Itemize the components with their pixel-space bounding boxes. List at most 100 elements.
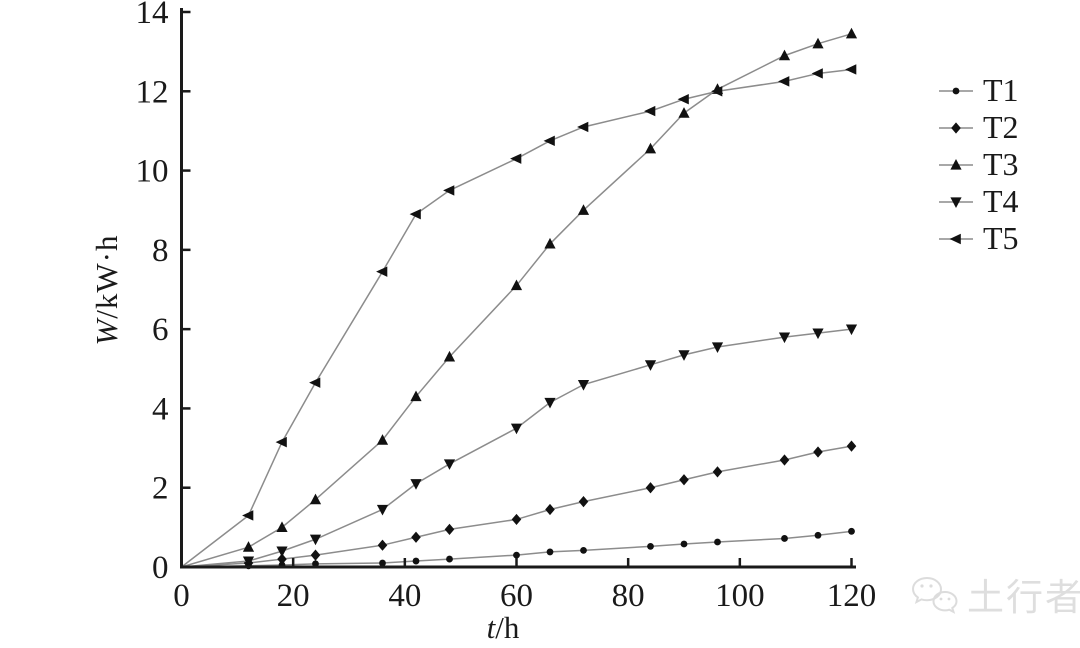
- y-tick-label: 4: [152, 391, 169, 427]
- data-point: [446, 555, 453, 563]
- data-point: [444, 523, 455, 535]
- data-point: [781, 535, 788, 542]
- data-point: [678, 107, 690, 118]
- data-point: [546, 548, 554, 556]
- data-point: [544, 397, 556, 409]
- data-point: [510, 423, 523, 435]
- data-point: [379, 559, 386, 567]
- data-point: [577, 380, 590, 391]
- data-point: [242, 541, 255, 552]
- data-point: [949, 233, 961, 244]
- data-point: [276, 546, 288, 558]
- data-point: [510, 153, 522, 164]
- x-tick-label: 100: [715, 578, 765, 614]
- legend-label: T2: [983, 109, 1019, 145]
- y-axis-title-unit: /kW·h: [89, 234, 124, 319]
- series-line: [181, 33, 852, 568]
- y-tick-label: 0: [152, 550, 169, 586]
- data-point: [845, 64, 857, 75]
- data-point: [644, 360, 657, 371]
- data-point: [410, 479, 422, 490]
- data-point: [952, 87, 960, 94]
- t3-marker-icon: [939, 158, 973, 170]
- data-point: [677, 94, 689, 105]
- data-point: [377, 539, 388, 551]
- series-t3: [181, 27, 858, 568]
- t5-marker-icon: [939, 233, 973, 244]
- t4-marker-icon: [939, 196, 973, 208]
- data-point: [812, 328, 824, 340]
- data-point: [545, 503, 555, 516]
- data-point: [513, 551, 520, 559]
- data-point: [812, 37, 824, 49]
- data-point: [813, 446, 823, 458]
- data-point: [647, 542, 654, 550]
- y-tick-label: 8: [152, 233, 169, 269]
- t1-marker-icon: [939, 87, 973, 94]
- data-point: [645, 482, 656, 494]
- x-tick-label: 0: [173, 578, 190, 614]
- data-point: [848, 527, 855, 535]
- data-point: [242, 510, 254, 521]
- data-point: [712, 466, 723, 478]
- data-point: [778, 332, 791, 344]
- data-point: [814, 531, 822, 539]
- data-point: [309, 377, 321, 388]
- legend-item-t3: T3: [938, 148, 1019, 181]
- y-tick-label: 14: [136, 0, 169, 31]
- series-t1: [181, 527, 855, 570]
- series-line: [181, 328, 852, 568]
- data-point: [711, 342, 724, 353]
- data-point: [411, 531, 421, 543]
- x-axis-title: t/h: [487, 610, 520, 646]
- data-point: [544, 237, 556, 249]
- series-line: [181, 68, 852, 568]
- data-point: [276, 521, 288, 532]
- data-point: [310, 549, 321, 561]
- data-point: [846, 440, 857, 452]
- data-point: [678, 350, 690, 361]
- data-point: [309, 493, 322, 505]
- data-point: [412, 557, 420, 565]
- data-point: [680, 540, 688, 548]
- series-t4: [181, 324, 858, 568]
- x-tick-label: 80: [612, 578, 645, 614]
- data-point: [578, 495, 589, 508]
- data-point: [679, 474, 689, 486]
- legend-item-t4: T4: [938, 185, 1019, 218]
- data-point: [577, 204, 590, 215]
- legend: T1 T2 T3 T4 T5: [938, 74, 1019, 255]
- data-point: [711, 86, 723, 97]
- series-line: [181, 530, 852, 568]
- data-point: [443, 350, 456, 362]
- data-point: [376, 266, 388, 277]
- legend-label: T3: [983, 146, 1019, 182]
- x-tick-label: 20: [277, 578, 310, 614]
- y-tick-label: 12: [136, 74, 169, 110]
- y-tick-label: 6: [152, 312, 169, 348]
- data-point: [275, 436, 287, 448]
- x-tick-label: 40: [388, 578, 421, 614]
- data-point: [277, 553, 287, 565]
- x-axis-title-unit: /h: [495, 610, 520, 645]
- data-point: [950, 158, 962, 170]
- series-line: [181, 445, 852, 568]
- axes: 0 20 40 60 80 100 120 0 2 4 6 8 10 12 14: [136, 0, 877, 614]
- data-point: [580, 546, 587, 554]
- data-point: [845, 27, 858, 39]
- data-point: [778, 76, 790, 87]
- x-axis-title-symbol: t: [486, 610, 496, 645]
- data-point: [845, 324, 858, 336]
- watermark: 土行者: [905, 566, 1080, 622]
- legend-item-t5: T5: [938, 222, 1019, 255]
- data-point: [714, 538, 721, 546]
- y-axis-title: W/kW·h: [89, 234, 125, 345]
- legend-item-t1: T1: [938, 74, 1019, 107]
- data-point: [409, 208, 421, 220]
- data-point: [951, 121, 961, 134]
- data-point: [510, 279, 523, 291]
- data-point: [779, 454, 790, 466]
- x-tick-label: 60: [500, 578, 533, 614]
- data-point: [376, 504, 389, 516]
